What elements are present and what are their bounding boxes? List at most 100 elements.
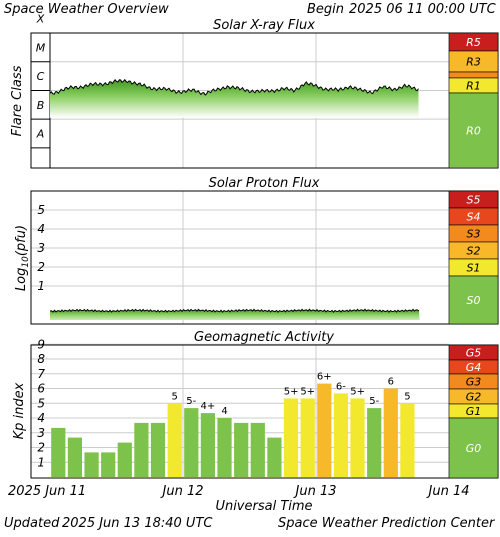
kp-panel: Geomagnetic Activity 5 5- 4+ 45+ 5+6+6- 5+5-6…	[12, 330, 499, 479]
kp-bar-label: 5	[404, 391, 410, 402]
time-axis-tick-label: Jun 14	[426, 484, 470, 499]
xray-title: Solar X-ray Flux	[213, 18, 315, 33]
kp-bar-label: 6+	[317, 372, 332, 383]
kp-bar	[150, 422, 166, 477]
kp-ytick-label: 7	[37, 367, 45, 381]
time-axis-ticks: 2025 Jun 11 Jun 12 Jun 13 Jun 14	[8, 484, 470, 499]
kp-bar	[234, 422, 249, 477]
proton-s-scale: S5 S4 S3 S2 S1 S0	[448, 190, 499, 325]
kp-bar	[167, 403, 182, 478]
kp-ytick-label: 1	[37, 455, 45, 469]
proton-ytick-label: 2	[37, 260, 45, 274]
kp-ytick-label: 9	[37, 337, 45, 351]
xray-panel: Solar X-ray Flux A B C M X R5 R3 R1 R0 Flare Cl…	[10, 13, 499, 169]
xray-scale-label: R3	[466, 56, 481, 69]
xray-ytick-label: X	[36, 13, 45, 26]
kp-bar-label: 6-	[336, 381, 346, 392]
xray-scale-label: R1	[466, 80, 481, 93]
xray-flux-fill	[50, 79, 419, 118]
proton-ylabel-rest: (pfu)	[14, 225, 29, 256]
kp-bar	[200, 413, 215, 477]
kp-bar-label: 5+	[284, 386, 299, 397]
kp-bar	[250, 422, 265, 477]
xray-ytick-label: M	[36, 41, 46, 54]
kp-bar	[383, 388, 398, 477]
xray-scale-label: R0	[466, 125, 481, 138]
kp-bar-label: 5	[172, 391, 178, 402]
kp-scale-label: G4	[466, 361, 482, 374]
proton-scale-label: S0	[467, 294, 481, 307]
kp-bar-label: 4	[221, 406, 227, 417]
xray-ylabel: Flare Class	[10, 65, 25, 136]
kp-bar	[367, 408, 382, 477]
proton-panel: Solar Proton Flux 1 2 3 4 5 S5 S4 S3 S2 S1 S0 Log…	[14, 176, 499, 325]
kp-bar	[400, 403, 415, 478]
kp-scale-label: G1	[466, 405, 482, 418]
xray-ytick-label: B	[37, 99, 45, 112]
proton-flux-area	[49, 308, 420, 320]
proton-scale-label: S3	[467, 228, 481, 241]
kp-bar	[283, 398, 299, 477]
kp-bar	[333, 393, 348, 477]
kp-bar	[350, 398, 365, 477]
kp-bar	[300, 398, 315, 477]
proton-grid	[31, 191, 450, 324]
proton-ytick-label: 5	[37, 203, 45, 217]
proton-flux-fill	[50, 309, 420, 320]
kp-bar	[117, 442, 132, 477]
begin-value: 2025 06 11 00:00 UTC	[349, 2, 497, 17]
xray-scale-label: R5	[466, 36, 481, 49]
updated-value: 2025 Jun 13 18:40 UTC	[62, 516, 213, 531]
kp-scale-label: G5	[466, 347, 482, 360]
kp-scale-label: G3	[466, 376, 482, 389]
xray-ytick-label: C	[37, 70, 45, 83]
kp-bar-label: 5+	[350, 386, 365, 397]
proton-ytick-label: 4	[37, 222, 45, 236]
kp-bar-label: 4+	[201, 401, 216, 412]
proton-yticks: 1 2 3 4 5	[37, 203, 45, 293]
proton-scale-label: S4	[467, 211, 481, 224]
begin-label: Begin	[307, 2, 344, 17]
time-axis-tick-label: Jun 13	[293, 484, 337, 499]
kp-bar	[134, 422, 149, 477]
proton-frame	[30, 190, 499, 325]
kp-bar-label: 5-	[186, 396, 196, 407]
xray-ytick-label: A	[36, 128, 45, 141]
kp-ytick-label: 4	[37, 411, 45, 425]
xray-flare-class-band: A B C M X	[31, 13, 51, 168]
kp-bar-label: 6	[388, 377, 394, 388]
kp-bar	[84, 452, 99, 477]
proton-ylabel-base: Log	[14, 268, 29, 291]
page-title: Space Weather Overview	[4, 2, 169, 17]
proton-ytick-label: 1	[37, 279, 45, 293]
credit-text: Space Weather Prediction Center	[278, 516, 496, 531]
kp-bar	[217, 418, 232, 477]
kp-ytick-label: 8	[37, 352, 45, 366]
kp-ytick-label: 5	[37, 396, 45, 410]
proton-title: Solar Proton Flux	[209, 176, 320, 191]
proton-flux-line	[49, 308, 420, 313]
kp-bar	[51, 427, 66, 477]
xray-r-scale: R5 R3 R1 R0	[448, 32, 499, 169]
kp-bar	[317, 383, 332, 477]
kp-bars: 5 5- 4+ 45+ 5+6+6- 5+5-65	[51, 372, 415, 478]
kp-bar-label: 5+	[300, 386, 315, 397]
proton-scale-band	[448, 275, 499, 325]
proton-scale-label: S2	[467, 245, 481, 258]
time-axis-tick-label: 2025 Jun 11	[8, 484, 86, 499]
xray-flux-area	[49, 78, 419, 118]
time-axis-tick-label: Jun 12	[160, 484, 204, 499]
xray-scale-band	[448, 92, 499, 169]
kp-ytick-label: 6	[37, 382, 45, 396]
kp-scale-label: G0	[466, 442, 482, 455]
kp-bar	[101, 452, 116, 477]
proton-scale-label: S5	[467, 194, 481, 207]
proton-scale-label: S1	[467, 262, 481, 275]
kp-scale-label: G2	[466, 391, 482, 404]
kp-ytick-label: 2	[37, 441, 45, 455]
xray-flux-line	[49, 78, 419, 96]
kp-bar	[184, 408, 199, 477]
